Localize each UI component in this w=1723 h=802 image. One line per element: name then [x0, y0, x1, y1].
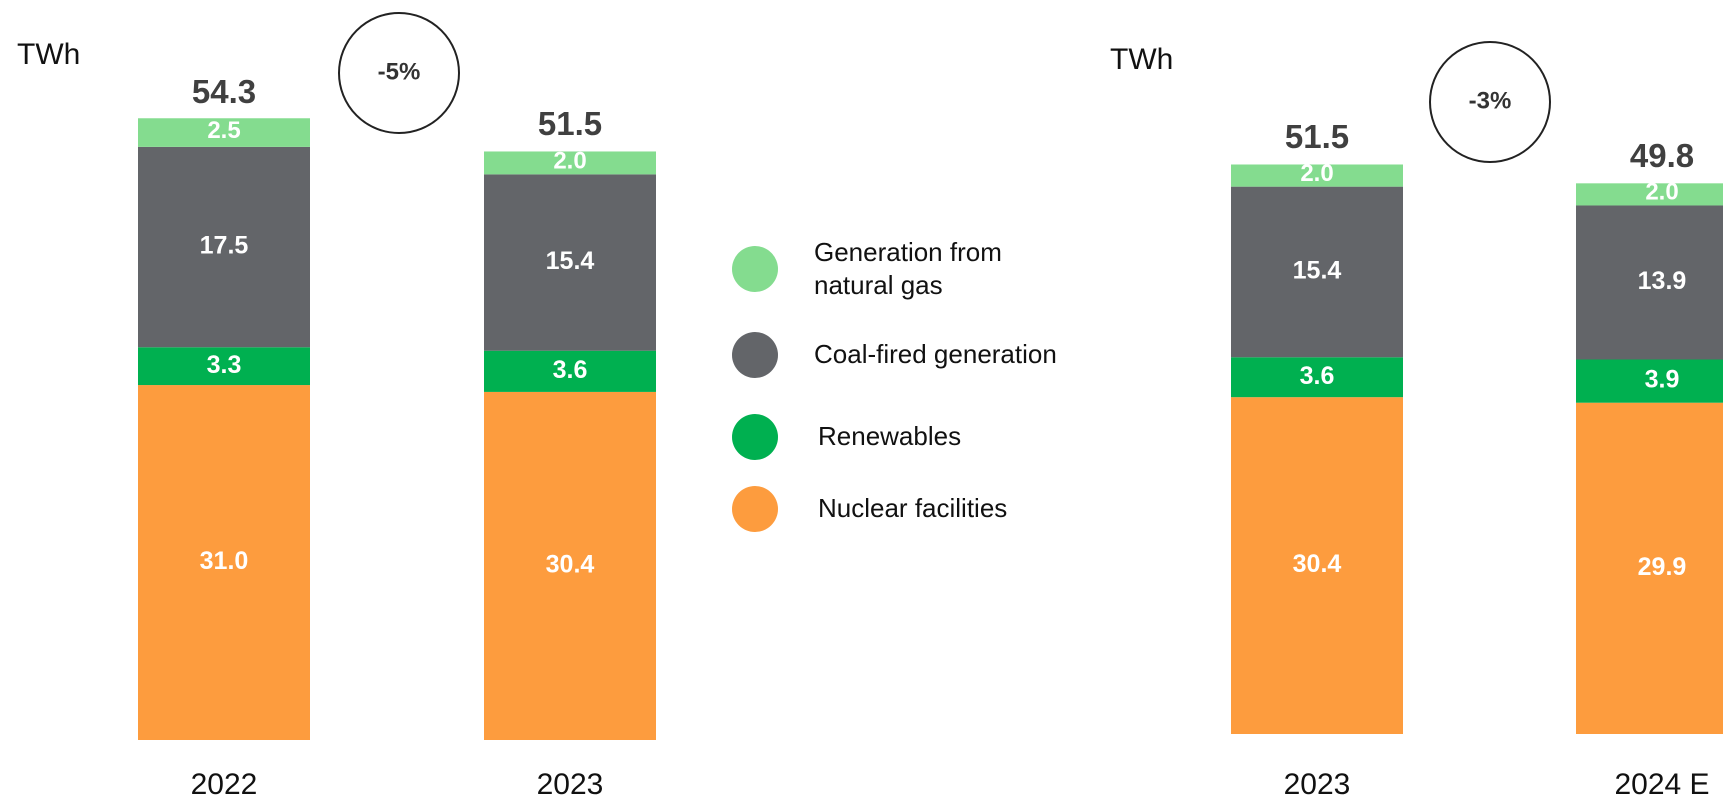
bar-segment — [1576, 205, 1723, 360]
bar-segment — [1576, 359, 1723, 403]
change-circle — [1429, 41, 1551, 163]
total-label: 49.8 — [1630, 137, 1694, 174]
unit-label: TWh — [17, 38, 80, 71]
segment-label: 30.4 — [1293, 550, 1342, 578]
x-tick-label: 2024 E — [1614, 768, 1709, 801]
segment-label: 15.4 — [1293, 257, 1342, 285]
segment-label: 2.0 — [1645, 179, 1678, 206]
x-tick-label: 2023 — [537, 768, 604, 801]
bar-segment — [138, 146, 310, 348]
bar-segment — [484, 391, 656, 740]
segment-label: 3.6 — [553, 356, 588, 384]
total-label: 51.5 — [538, 105, 602, 142]
segment-label: 3.6 — [1300, 362, 1335, 390]
segment-label: 15.4 — [546, 247, 595, 275]
change-circle — [338, 12, 460, 134]
legend-label: Generation from natural gas — [814, 237, 1002, 300]
bar-segment — [484, 151, 656, 175]
segment-label: 3.3 — [207, 351, 242, 379]
bar-segment — [1231, 164, 1403, 187]
bar-segment — [138, 385, 310, 740]
x-tick-label: 2022 — [191, 768, 258, 801]
legend-swatch — [732, 414, 778, 460]
segment-label: 13.9 — [1638, 267, 1687, 295]
legend-swatch — [732, 486, 778, 532]
bar-segment — [484, 174, 656, 351]
change-label: -3% — [1469, 87, 1512, 114]
bar-segment — [138, 118, 310, 147]
segment-label: 3.9 — [1645, 366, 1680, 394]
bar-segment — [1576, 402, 1723, 734]
legend-label: Renewables — [818, 421, 962, 451]
bar-segment — [1576, 183, 1723, 206]
change-label: -5% — [378, 58, 421, 85]
legend-label: Nuclear facilities — [818, 493, 1008, 523]
bar-segment — [1231, 357, 1403, 398]
segment-label: 2.0 — [1300, 160, 1333, 187]
legend-swatch — [732, 246, 778, 292]
segment-label: 17.5 — [200, 232, 249, 260]
segment-label: 2.0 — [553, 147, 586, 174]
segment-label: 31.0 — [200, 547, 249, 575]
unit-label: TWh — [1110, 43, 1173, 76]
legend-label: Coal-fired generation — [814, 339, 1057, 369]
legend-swatch — [732, 332, 778, 378]
bar-segment — [138, 347, 310, 386]
bar-segment — [1231, 186, 1403, 358]
segment-label: 30.4 — [546, 551, 595, 579]
segment-label: 29.9 — [1638, 553, 1687, 581]
segment-label: 2.5 — [207, 117, 240, 144]
bar-segment — [1231, 397, 1403, 734]
total-label: 54.3 — [192, 73, 256, 110]
total-label: 51.5 — [1285, 118, 1349, 155]
x-tick-label: 2023 — [1284, 768, 1351, 801]
bar-segment — [484, 350, 656, 392]
